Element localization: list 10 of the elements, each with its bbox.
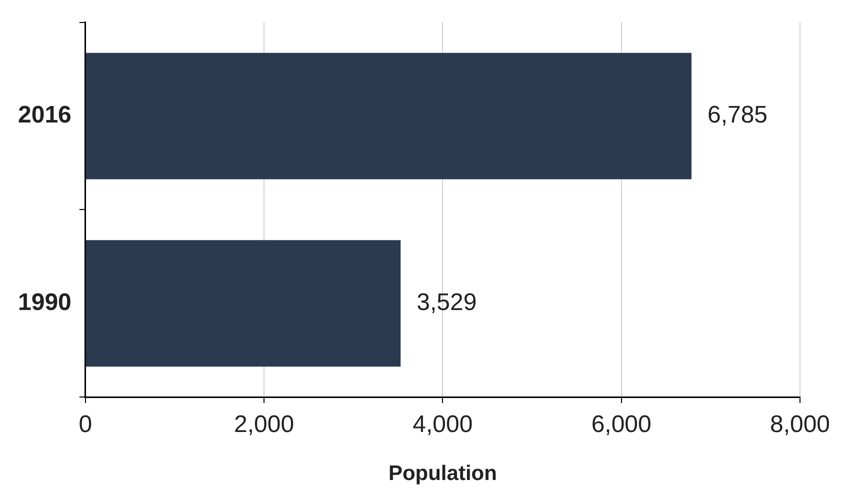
data-label: 3,529 — [416, 288, 477, 316]
data-label: 6,785 — [707, 102, 768, 129]
x-tick-label: 8,000 — [770, 411, 830, 438]
y-tick-label: 2016 — [18, 102, 72, 129]
x-tick-label: 0 — [78, 411, 92, 438]
x-tick-label: 4,000 — [412, 411, 473, 438]
x-tick-label: 2,000 — [234, 411, 294, 438]
x-tick-label: 6,000 — [591, 411, 652, 438]
y-tick-label: 1990 — [18, 288, 72, 316]
x-axis-title: Population — [388, 462, 497, 486]
